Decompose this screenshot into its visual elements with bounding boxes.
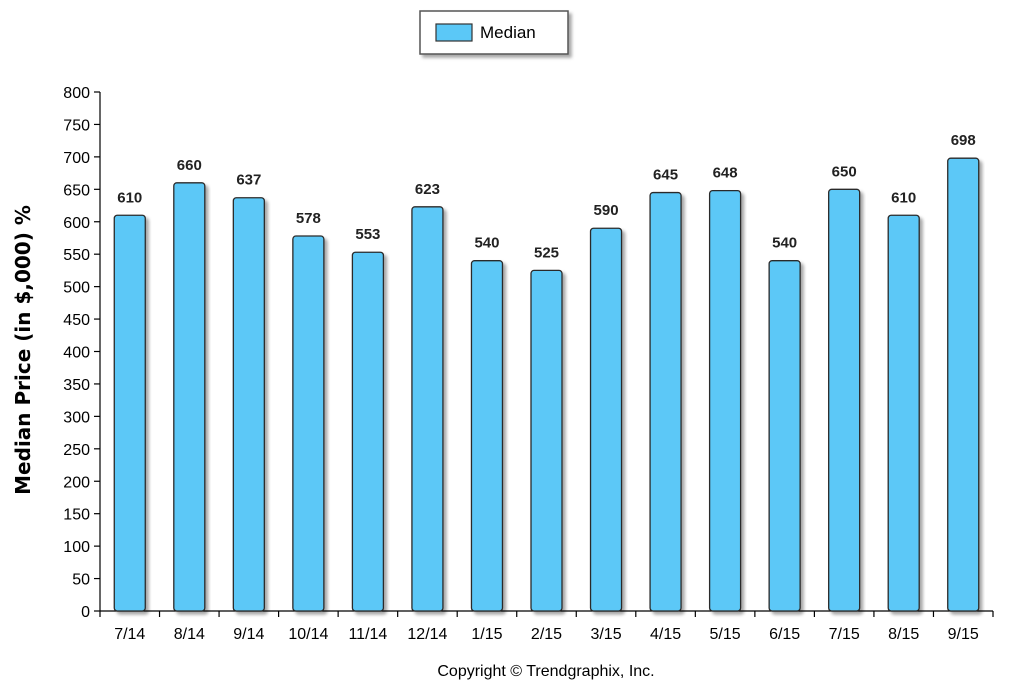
y-axis-title: Median Price (in $,000) % [11,205,35,495]
bar [589,227,623,612]
y-tick-label: 500 [63,280,90,297]
bar [113,214,146,612]
legend-swatch [435,23,473,42]
y-tick-label: 350 [63,377,90,394]
data-label: 553 [355,226,380,243]
y-tick-label: 750 [63,117,90,134]
x-tick-label: 11/14 [348,626,387,643]
x-tick-label: 7/14 [114,626,145,643]
data-label: 540 [474,235,499,252]
bar [173,182,206,612]
data-label: 525 [534,244,559,261]
bar [768,260,801,612]
y-tick-label: 450 [63,312,90,329]
x-tick-label: 8/15 [888,626,919,643]
data-label: 650 [832,163,857,180]
data-label: 578 [296,210,321,227]
bars [113,157,980,612]
bar [351,251,385,612]
y-tick-label: 200 [63,474,90,491]
y-tick-label: 250 [63,442,90,459]
data-label: 610 [891,189,916,206]
data-label: 648 [713,165,738,182]
x-tick-label: 1/15 [471,626,502,643]
y-tick-label: 700 [63,150,90,167]
x-tick-label: 10/14 [288,626,328,643]
x-tick-label: 9/14 [233,626,264,643]
bar [947,157,980,612]
y-ticks: 0 50 100 150 200 250 300 350 400 450 500 550 600 650 7… [63,85,100,621]
bar [887,214,920,612]
bar [828,188,861,612]
x-tick-label: 6/15 [769,626,800,643]
y-tick-label: 50 [72,572,90,589]
data-label: 660 [177,157,202,174]
y-tick-label: 550 [63,247,90,264]
y-tick-label: 650 [63,182,90,199]
x-tick-label: 3/15 [590,626,621,643]
bar [530,269,563,612]
bar [708,189,742,612]
y-tick-label: 400 [63,345,90,362]
bar [470,260,504,612]
data-label: 590 [594,202,619,219]
data-label: 698 [951,132,976,149]
bar [292,235,325,612]
data-label: 637 [236,172,261,189]
bar [649,191,682,612]
x-tick-label: 7/15 [829,626,860,643]
x-tick-label: 4/15 [650,626,681,643]
x-ticks: 7/14 8/14 9/14 10/14 11/14 12/14 1/15 2/15 3/15 4… [99,611,994,643]
data-label: 623 [415,181,440,198]
data-label: 610 [117,189,142,206]
x-tick-label: 12/14 [407,626,447,643]
data-label: 645 [653,167,678,184]
x-tick-label: 8/14 [174,626,205,643]
y-tick-label: 300 [63,409,90,426]
legend-label: Median [480,23,536,42]
y-tick-label: 100 [63,539,90,556]
y-tick-label: 0 [81,604,90,621]
x-tick-label: 9/15 [948,626,979,643]
y-tick-label: 600 [63,215,90,232]
x-tick-label: 5/15 [710,626,741,643]
data-labels: 610 660 637 578 553 623 540 525 590 645 648 540 650 6… [117,132,975,261]
bar [232,197,265,612]
copyright-text: Copyright © Trendgraphix, Inc. [437,663,654,680]
bar [411,206,444,612]
x-tick-label: 2/15 [531,626,562,643]
y-tick-label: 150 [63,507,90,524]
y-tick-label: 800 [63,85,90,102]
data-label: 540 [772,235,797,252]
legend: Median [419,10,569,55]
